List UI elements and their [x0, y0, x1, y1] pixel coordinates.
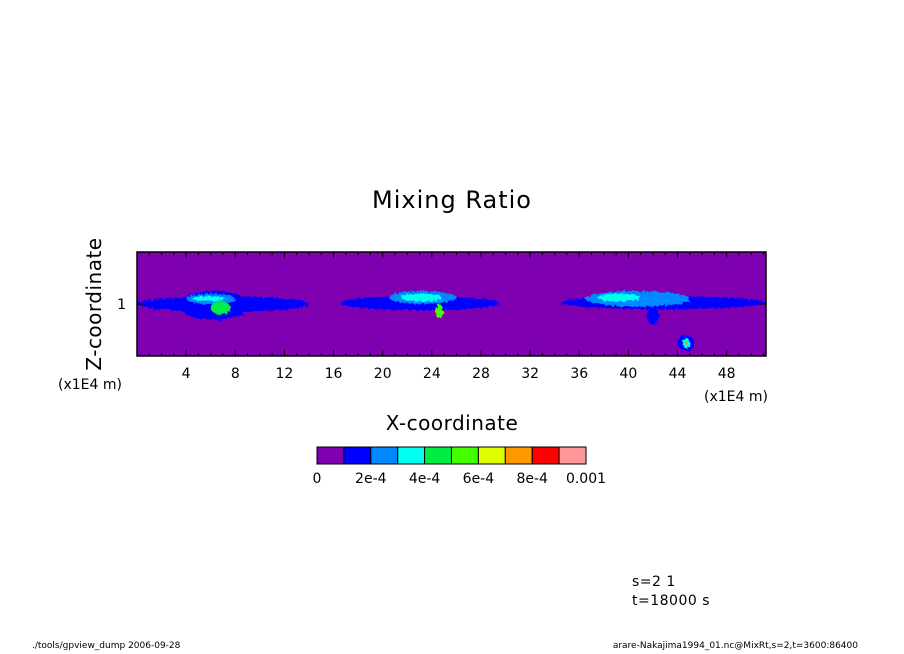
x-tick-label-0: 4 [182, 366, 191, 382]
colorbar-label-1: 2e-4 [355, 471, 387, 487]
colorbar-label-4: 8e-4 [516, 471, 548, 487]
x-tick-label-8: 36 [570, 366, 588, 382]
x-tick-label-11: 48 [718, 366, 736, 382]
contour-region-8 [435, 304, 443, 319]
x-tick-label-7: 32 [521, 366, 539, 382]
colorbar-swatch-0 [316, 446, 345, 465]
contour-region-12 [646, 306, 660, 325]
colorbar-swatch-1 [343, 446, 372, 465]
colorbar: 0 2e-4 4e-4 6e-4 8e-4 0.001 [313, 446, 606, 487]
contour-region-15 [684, 340, 688, 346]
colorbar-label-5: 0.001 [566, 471, 606, 487]
colorbar-swatch-8 [531, 446, 560, 465]
y-axis-label: Z-coordinate [82, 237, 106, 370]
y-tick-label-0: 1 [117, 297, 126, 313]
x-axis-label: X-coordinate [386, 411, 519, 435]
colorbar-swatch-7 [504, 446, 533, 465]
contour-region-11 [597, 293, 641, 302]
x-axis-unit: (x1E4 m) [704, 389, 768, 405]
colorbar-swatch-3 [397, 446, 426, 465]
info-s-label: s=2 1 [632, 574, 676, 590]
info-t-label: t=18000 s [632, 593, 710, 609]
x-tick-label-6: 28 [472, 366, 490, 382]
x-tick-label-10: 44 [669, 366, 687, 382]
colorbar-label-2: 4e-4 [409, 471, 441, 487]
contour-fill-layer [137, 291, 766, 351]
contour-region-3 [192, 296, 226, 302]
footer-left: ./tools/gpview_dump 2006-09-28 [32, 641, 181, 651]
colorbar-swatch-5 [451, 446, 479, 465]
colorbar-label-3: 6e-4 [463, 471, 495, 487]
x-tick-label-9: 40 [619, 366, 637, 382]
contour-region-4 [210, 301, 231, 315]
footer-right: arare-Nakajima1994_01.nc@MixRt,s=2,t=360… [612, 641, 858, 651]
colorbar-swatch-9 [558, 446, 587, 465]
x-tick-label-3: 16 [325, 366, 343, 382]
axis-ticks: 4 8 12 16 20 24 28 32 36 40 44 481 [117, 252, 766, 382]
colorbar-swatch-4 [424, 446, 453, 465]
x-tick-label-4: 20 [374, 366, 392, 382]
x-tick-label-5: 24 [423, 366, 441, 382]
colorbar-swatch-6 [477, 446, 506, 465]
chart-title: Mixing Ratio [372, 186, 532, 214]
y-axis-unit: (x1E4 m) [58, 377, 122, 393]
colorbar-swatch-2 [370, 446, 399, 465]
colorbar-label-0: 0 [313, 471, 322, 487]
x-tick-label-2: 12 [276, 366, 294, 382]
contour-region-7 [401, 293, 442, 302]
x-tick-label-1: 8 [231, 366, 240, 382]
